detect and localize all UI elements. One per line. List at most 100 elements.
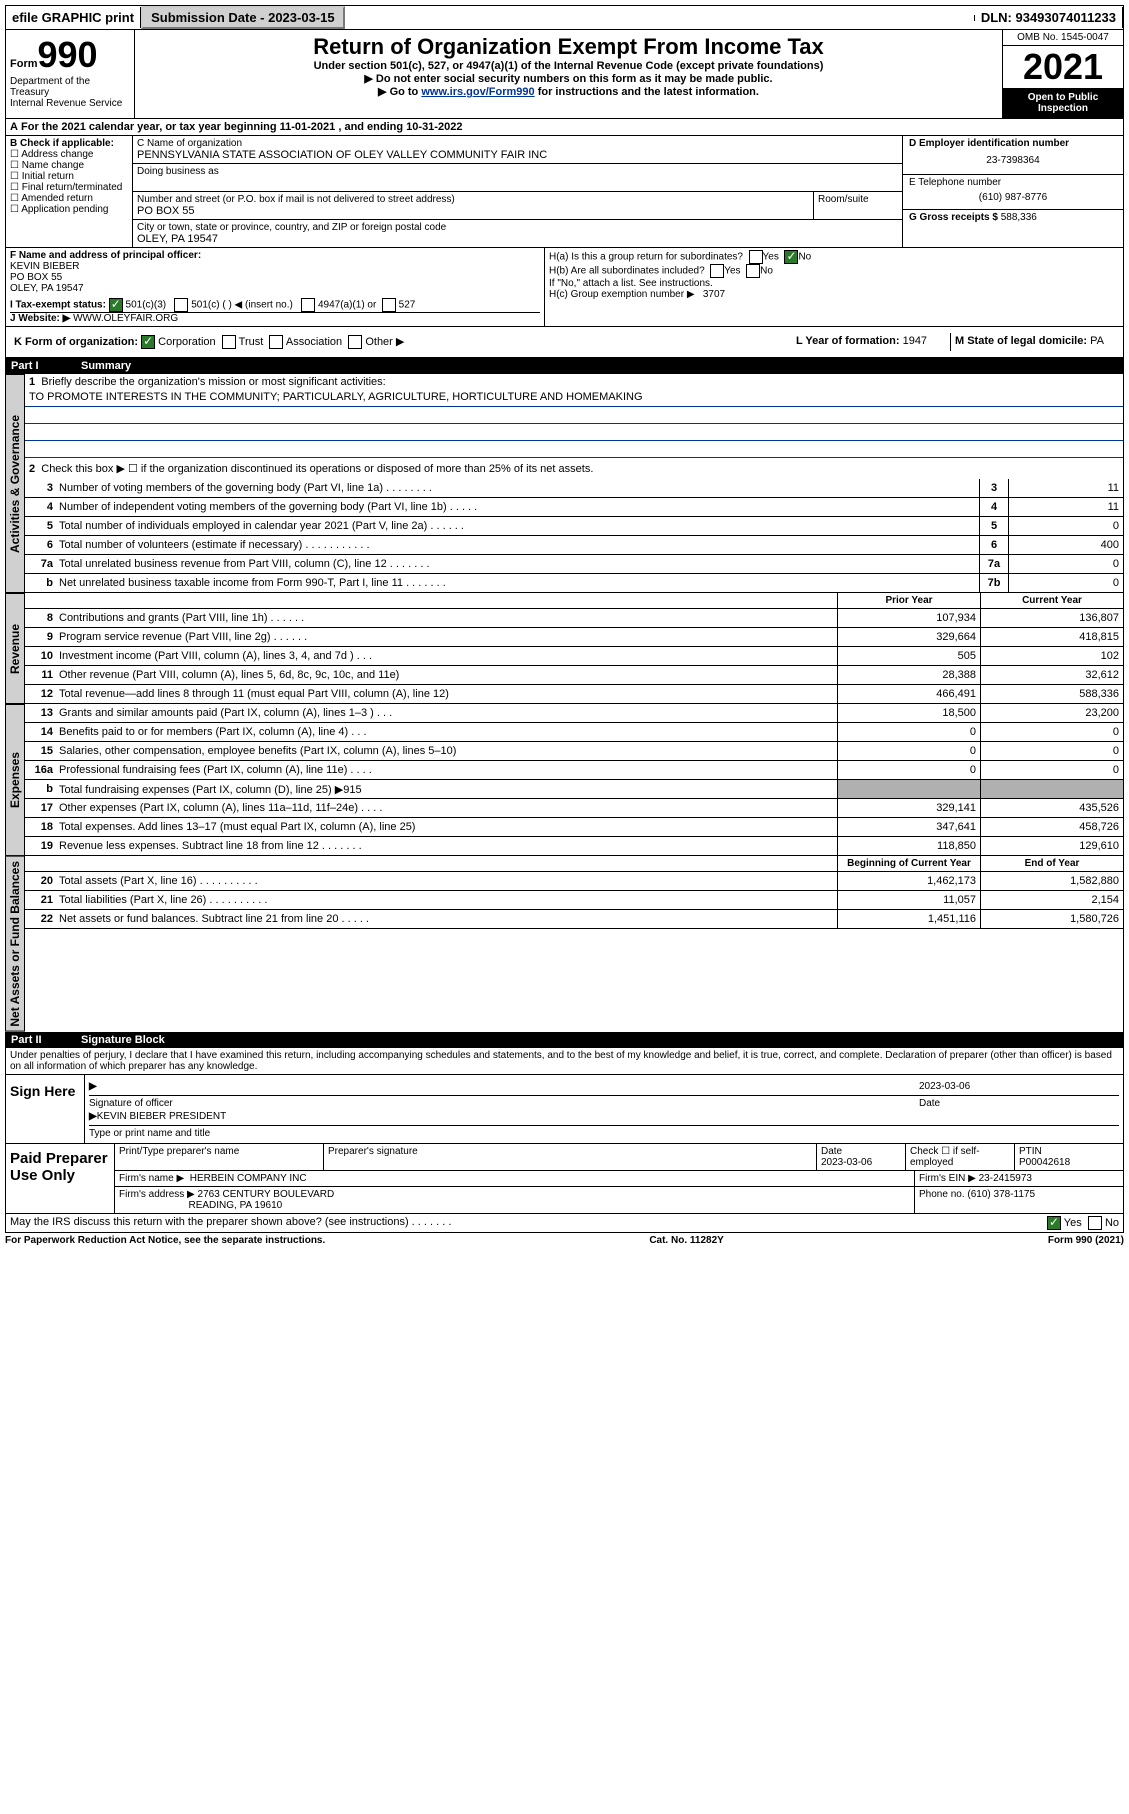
gross-receipts-value: 588,336	[1001, 212, 1037, 223]
top-bar: efile GRAPHIC print Submission Date - 20…	[5, 5, 1124, 30]
gross-receipts-field: G Gross receipts $ 588,336	[903, 210, 1123, 225]
hb-yes	[710, 264, 724, 278]
line18: 18Total expenses. Add lines 13–17 (must …	[25, 818, 1123, 837]
initial-return: ☐ Initial return	[10, 171, 128, 182]
line6: 6Total number of volunteers (estimate if…	[25, 536, 1123, 555]
form-header: Form990 Department of the Treasury Inter…	[5, 30, 1124, 119]
501c-checkbox	[174, 298, 188, 312]
mission-text: TO PROMOTE INTERESTS IN THE COMMUNITY; P…	[25, 390, 1123, 407]
final-return: ☐ Final return/terminated	[10, 182, 128, 193]
irs-link[interactable]: www.irs.gov/Form990	[421, 86, 534, 98]
paid-preparer-section: Paid Preparer Use Only Print/Type prepar…	[5, 1144, 1124, 1214]
public-inspection: Open to Public Inspection	[1003, 88, 1123, 118]
line4: 4Number of independent voting members of…	[25, 498, 1123, 517]
k-form-org: K Form of organization: Corporation Trus…	[10, 333, 792, 351]
app-pending: ☐ Application pending	[10, 204, 128, 215]
line14: 14Benefits paid to or for members (Part …	[25, 723, 1123, 742]
ha-yes	[749, 250, 763, 264]
perjury-declaration: Under penalties of perjury, I declare th…	[5, 1048, 1124, 1075]
line15: 15Salaries, other compensation, employee…	[25, 742, 1123, 761]
city-state-zip: OLEY, PA 19547	[137, 233, 898, 245]
line17: 17Other expenses (Part IX, column (A), l…	[25, 799, 1123, 818]
line5: 5Total number of individuals employed in…	[25, 517, 1123, 536]
b-title: B Check if applicable:	[10, 138, 128, 149]
preparer-row2: Firm's name ▶ HERBEIN COMPANY INC Firm's…	[115, 1171, 1123, 1187]
mission-line3	[25, 424, 1123, 441]
right-column: D Employer identification number 23-7398…	[902, 136, 1123, 247]
klm-row: K Form of organization: Corporation Trus…	[5, 327, 1124, 358]
officer-addr1: PO BOX 55	[10, 272, 540, 283]
netassets-section: Net Assets or Fund Balances Beginning of…	[5, 856, 1124, 1032]
form-title: Return of Organization Exempt From Incom…	[139, 34, 998, 60]
form-subtitle-1: Under section 501(c), 527, or 4947(a)(1)…	[139, 60, 998, 72]
corp-checkbox	[141, 335, 155, 349]
end-header: End of Year	[980, 856, 1123, 871]
527-checkbox	[382, 298, 396, 312]
tax-exempt-row: I Tax-exempt status: 501(c)(3) 501(c) ( …	[10, 294, 540, 313]
preparer-row1: Print/Type preparer's name Preparer's si…	[115, 1144, 1123, 1171]
l-year: L Year of formation: 1947	[792, 333, 951, 351]
paid-preparer-label: Paid Preparer Use Only	[6, 1144, 115, 1213]
line9: 9Program service revenue (Part VIII, lin…	[25, 628, 1123, 647]
ein-value: 23-7398364	[909, 149, 1117, 172]
submission-date-button[interactable]: Submission Date - 2023-03-15	[141, 6, 345, 29]
line1: 1 Briefly describe the organization's mi…	[25, 374, 1123, 390]
balance-header: Beginning of Current Year End of Year	[25, 856, 1123, 872]
assoc-checkbox	[269, 335, 283, 349]
expenses-sidebar: Expenses	[5, 704, 25, 856]
footer: For Paperwork Reduction Act Notice, see …	[5, 1233, 1124, 1246]
section-a: A For the 2021 calendar year, or tax yea…	[5, 119, 1124, 136]
current-year-header: Current Year	[980, 593, 1123, 608]
header-right: OMB No. 1545-0047 2021 Open to Public In…	[1002, 30, 1123, 118]
line7a: 7aTotal unrelated business revenue from …	[25, 555, 1123, 574]
form-ref: Form 990 (2021)	[1048, 1235, 1124, 1246]
dln-label: DLN: 93493074011233	[975, 7, 1123, 28]
dept-label: Department of the Treasury	[10, 76, 130, 98]
line8: 8Contributions and grants (Part VIII, li…	[25, 609, 1123, 628]
spacer	[345, 15, 975, 21]
name-change: ☐ Name change	[10, 160, 128, 171]
mission-line2	[25, 407, 1123, 424]
street-field: Number and street (or P.O. box if mail i…	[133, 192, 902, 220]
form-subtitle-2: ▶ Do not enter social security numbers o…	[139, 72, 998, 85]
other-checkbox	[348, 335, 362, 349]
header-center: Return of Organization Exempt From Incom…	[135, 30, 1002, 118]
trust-checkbox	[222, 335, 236, 349]
revenue-section: Revenue Prior Year Current Year 8Contrib…	[5, 593, 1124, 704]
phone-field: E Telephone number (610) 987-8776	[903, 175, 1123, 210]
501c3-checkbox	[109, 298, 123, 312]
addr-change: ☐ Address change	[10, 149, 128, 160]
line2: 2 Check this box ▶ ☐ if the organization…	[25, 458, 1123, 479]
beginning-header: Beginning of Current Year	[837, 856, 980, 871]
header-left: Form990 Department of the Treasury Inter…	[6, 30, 135, 118]
officer-addr2: OLEY, PA 19547	[10, 283, 540, 294]
org-name-field: C Name of organization PENNSYLVANIA STAT…	[133, 136, 902, 164]
group-exemption: 3707	[703, 289, 725, 300]
officer-sig-line: ▶ 2023-03-06	[89, 1081, 1119, 1096]
ha-no	[784, 250, 798, 264]
prior-year-header: Prior Year	[837, 593, 980, 608]
4947-checkbox	[301, 298, 315, 312]
entity-section: B Check if applicable: ☐ Address change …	[5, 136, 1124, 248]
line11: 11Other revenue (Part VIII, column (A), …	[25, 666, 1123, 685]
revenue-sidebar: Revenue	[5, 593, 25, 704]
part2-header: Part II Signature Block	[5, 1032, 1124, 1048]
discuss-row: May the IRS discuss this return with the…	[5, 1214, 1124, 1233]
org-name: PENNSYLVANIA STATE ASSOCIATION OF OLEY V…	[137, 149, 898, 161]
officer-right: H(a) Is this a group return for subordin…	[545, 248, 1123, 326]
line22: 22Net assets or fund balances. Subtract …	[25, 910, 1123, 929]
line3: 3Number of voting members of the governi…	[25, 479, 1123, 498]
sign-here-section: Sign Here ▶ 2023-03-06 Signature of offi…	[5, 1075, 1124, 1144]
officer-section: F Name and address of principal officer:…	[5, 248, 1124, 327]
preparer-row3: Firm's address ▶ 2763 CENTURY BOULEVARD …	[115, 1187, 1123, 1213]
governance-sidebar: Activities & Governance	[5, 374, 25, 593]
hb-no	[746, 264, 760, 278]
sig-date: 2023-03-06	[919, 1081, 1119, 1095]
m-state: M State of legal domicile: PA	[951, 333, 1119, 351]
room-suite: Room/suite	[814, 192, 902, 219]
officer-name: KEVIN BIEBER	[10, 261, 540, 272]
omb-number: OMB No. 1545-0047	[1003, 30, 1123, 46]
sign-here-body: ▶ 2023-03-06 Signature of officer Date ▶…	[85, 1075, 1123, 1143]
website-row: J Website: ▶ WWW.OLEYFAIR.ORG	[10, 313, 540, 324]
line20: 20Total assets (Part X, line 16) . . . .…	[25, 872, 1123, 891]
